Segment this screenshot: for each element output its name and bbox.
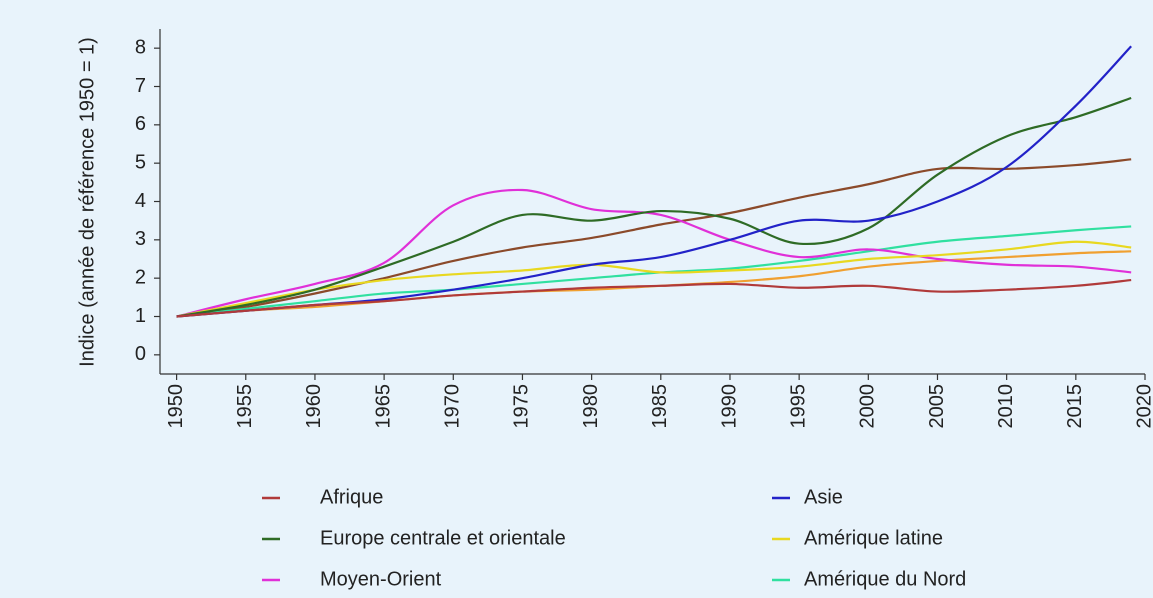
x-tick-label: 1970 xyxy=(442,384,464,429)
y-tick-label: 3 xyxy=(135,228,146,250)
x-tick-label: 1975 xyxy=(511,384,533,429)
line xyxy=(176,278,1132,318)
line xyxy=(176,96,1132,318)
line xyxy=(176,158,1132,318)
y-tick-label: 5 xyxy=(135,151,146,173)
y-tick-label: 4 xyxy=(135,190,146,212)
x-tick-label: 1950 xyxy=(165,384,187,429)
x-tick-label: 1980 xyxy=(580,384,602,429)
x-tick-label: 1960 xyxy=(303,384,325,429)
x-tick-label: 1995 xyxy=(787,384,809,429)
legend-label: Europe centrale et orientale xyxy=(320,527,566,549)
legend-label: Moyen-Orient xyxy=(320,568,442,590)
y-tick-label: 6 xyxy=(135,113,146,135)
x-tick-label: 2005 xyxy=(926,384,948,429)
x-tick-label: 1985 xyxy=(649,384,671,429)
line xyxy=(176,240,1132,318)
y-tick-label: 7 xyxy=(135,75,146,97)
y-tick-label: 0 xyxy=(135,343,146,365)
y-axis-label: Indice (année de référence 1950 = 1) xyxy=(76,37,98,367)
y-tick-label: 2 xyxy=(135,266,146,288)
x-tick-label: 1990 xyxy=(718,384,740,429)
y-tick-label: 1 xyxy=(135,305,146,327)
legend-label: Amérique du Nord xyxy=(804,568,966,590)
line xyxy=(176,188,1132,318)
x-tick-label: 1965 xyxy=(372,384,394,429)
legend-label: Amérique latine xyxy=(804,527,943,549)
x-tick-label: 2020 xyxy=(1133,384,1153,429)
x-tick-label: 2000 xyxy=(857,384,879,429)
x-tick-label: 2010 xyxy=(995,384,1017,429)
x-tick-label: 2015 xyxy=(1064,384,1086,429)
legend-label: Asie xyxy=(804,486,843,508)
legend-label: Afrique xyxy=(320,486,383,508)
x-tick-label: 1955 xyxy=(234,384,256,429)
y-tick-label: 8 xyxy=(135,36,146,58)
